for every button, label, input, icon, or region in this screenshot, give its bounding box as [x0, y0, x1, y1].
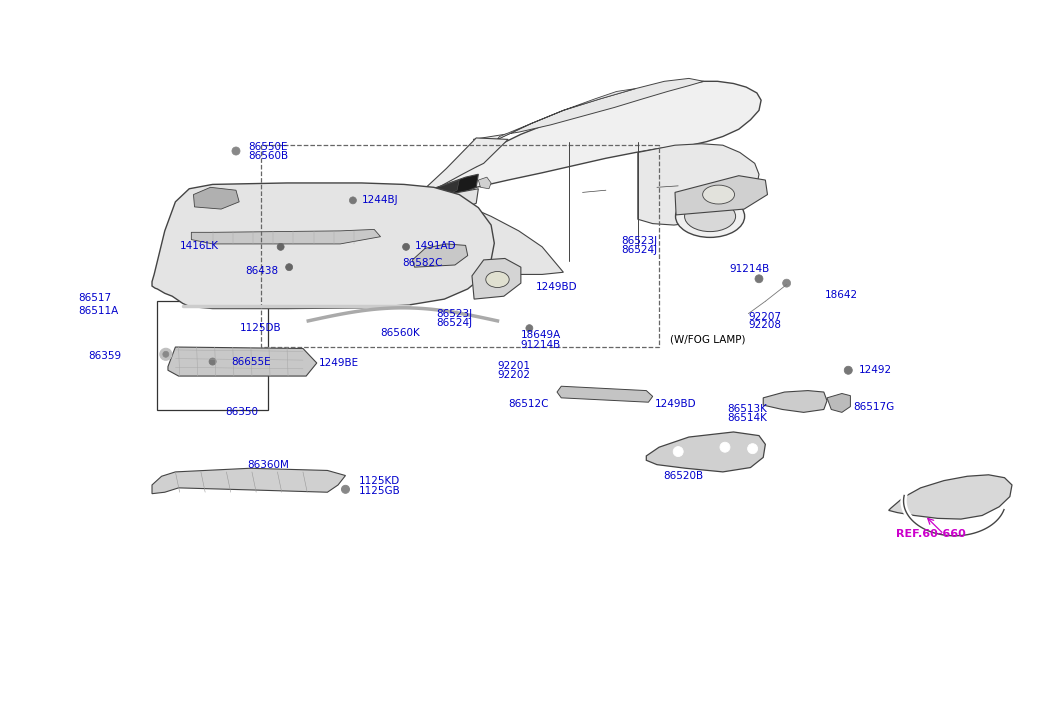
- Text: 86523J: 86523J: [621, 236, 657, 246]
- Text: 86359: 86359: [88, 351, 121, 361]
- Polygon shape: [472, 258, 521, 299]
- Text: 1249BD: 1249BD: [655, 399, 696, 409]
- Circle shape: [232, 147, 240, 155]
- Polygon shape: [406, 180, 459, 202]
- Circle shape: [277, 243, 284, 250]
- Text: 86524J: 86524J: [436, 318, 472, 328]
- Polygon shape: [193, 187, 239, 209]
- Polygon shape: [168, 347, 317, 376]
- Text: 86655E: 86655E: [232, 356, 271, 367]
- Polygon shape: [476, 89, 636, 167]
- Polygon shape: [473, 78, 704, 139]
- Polygon shape: [191, 229, 381, 244]
- Circle shape: [844, 366, 853, 375]
- Circle shape: [720, 442, 730, 452]
- Polygon shape: [646, 432, 765, 472]
- Polygon shape: [152, 468, 345, 494]
- Text: 86524J: 86524J: [621, 245, 657, 256]
- Text: 1491AD: 1491AD: [415, 241, 456, 251]
- Text: 91214B: 91214B: [521, 340, 561, 350]
- Polygon shape: [412, 244, 468, 267]
- Text: 86550E: 86550E: [249, 142, 288, 152]
- Polygon shape: [763, 391, 827, 412]
- Circle shape: [341, 485, 350, 494]
- Polygon shape: [827, 393, 850, 412]
- Text: 86560K: 86560K: [381, 327, 420, 338]
- Text: 86520B: 86520B: [663, 471, 704, 481]
- Text: 92202: 92202: [497, 370, 530, 380]
- Text: 1416LK: 1416LK: [180, 241, 219, 251]
- Circle shape: [209, 358, 216, 365]
- Polygon shape: [638, 144, 759, 225]
- Bar: [261, 145, 659, 347]
- Text: 12492: 12492: [859, 365, 892, 375]
- Text: 86523J: 86523J: [436, 309, 472, 319]
- Circle shape: [782, 279, 791, 287]
- Bar: [157, 301, 268, 410]
- Text: 1125GB: 1125GB: [359, 486, 401, 496]
- Text: 86513K: 86513K: [727, 404, 767, 414]
- Text: 86582C: 86582C: [402, 258, 442, 268]
- Ellipse shape: [429, 238, 474, 267]
- Polygon shape: [889, 475, 1012, 519]
- Circle shape: [286, 264, 292, 271]
- Circle shape: [673, 446, 684, 457]
- Text: 91214B: 91214B: [729, 264, 770, 274]
- Circle shape: [163, 351, 169, 357]
- Text: 86517: 86517: [79, 293, 112, 303]
- Circle shape: [747, 444, 758, 454]
- Text: 1125DB: 1125DB: [240, 323, 282, 333]
- Text: 86511A: 86511A: [79, 306, 119, 316]
- Polygon shape: [399, 174, 478, 205]
- Polygon shape: [675, 176, 767, 215]
- Circle shape: [350, 197, 356, 204]
- Polygon shape: [391, 189, 478, 224]
- Text: 92208: 92208: [748, 320, 781, 330]
- Polygon shape: [557, 386, 653, 402]
- Text: 86560B: 86560B: [249, 151, 289, 161]
- Ellipse shape: [486, 272, 509, 287]
- Polygon shape: [395, 138, 508, 205]
- Text: 86438: 86438: [246, 266, 279, 276]
- Text: 86514K: 86514K: [727, 413, 767, 423]
- Text: 92207: 92207: [748, 311, 781, 322]
- Ellipse shape: [703, 185, 735, 204]
- Polygon shape: [391, 197, 563, 274]
- Polygon shape: [152, 183, 494, 309]
- Text: 92201: 92201: [497, 361, 530, 371]
- Circle shape: [755, 274, 763, 283]
- Text: 86512C: 86512C: [508, 399, 549, 409]
- Polygon shape: [395, 81, 761, 205]
- Text: 1244BJ: 1244BJ: [361, 195, 398, 205]
- Text: 1249BE: 1249BE: [319, 358, 359, 368]
- Text: 86360M: 86360M: [248, 460, 289, 470]
- Circle shape: [526, 325, 533, 332]
- Text: 18649A: 18649A: [521, 330, 561, 340]
- Circle shape: [159, 348, 172, 360]
- Text: (W/FOG LAMP): (W/FOG LAMP): [670, 335, 745, 345]
- Text: 86350: 86350: [225, 407, 258, 417]
- Ellipse shape: [685, 201, 736, 232]
- Polygon shape: [478, 177, 491, 189]
- Text: 18642: 18642: [825, 290, 858, 300]
- Ellipse shape: [421, 232, 483, 273]
- Circle shape: [403, 243, 409, 250]
- Ellipse shape: [676, 195, 745, 237]
- Text: 86517G: 86517G: [854, 401, 895, 412]
- Text: 1125KD: 1125KD: [359, 476, 401, 486]
- Text: 1249BD: 1249BD: [536, 282, 577, 293]
- Text: REF.60-660: REF.60-660: [896, 529, 966, 539]
